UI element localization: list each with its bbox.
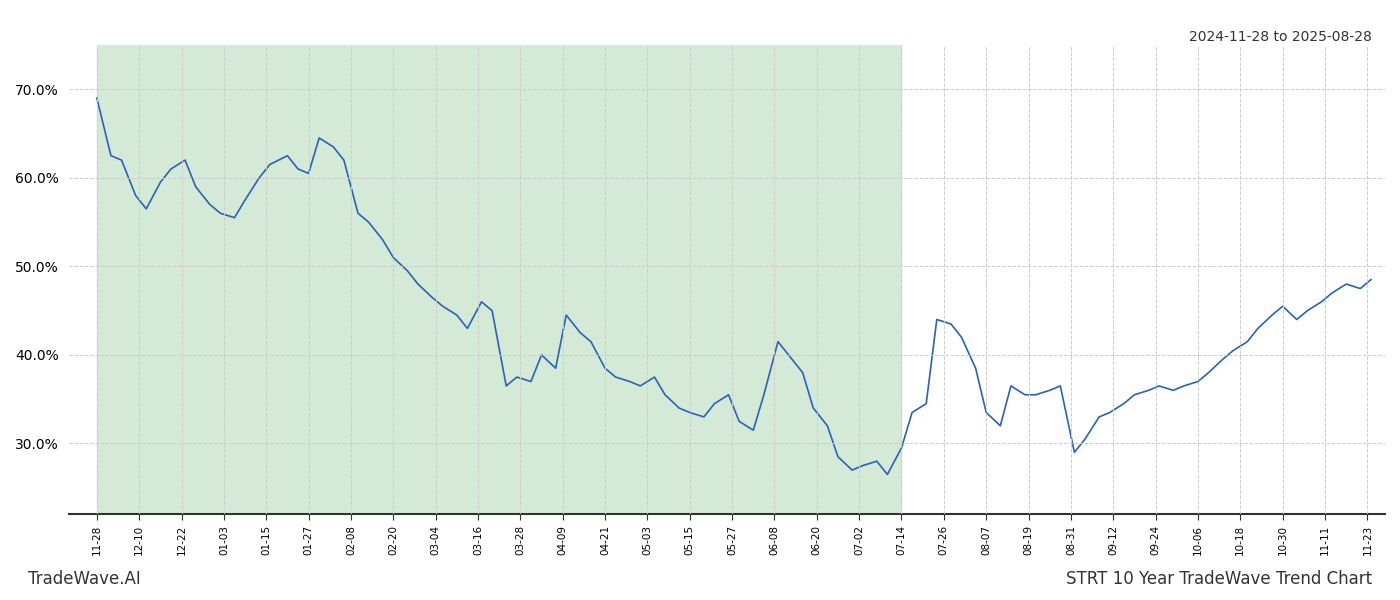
Text: STRT 10 Year TradeWave Trend Chart: STRT 10 Year TradeWave Trend Chart xyxy=(1065,570,1372,588)
Bar xyxy=(97,45,902,514)
Text: 2024-11-28 to 2025-08-28: 2024-11-28 to 2025-08-28 xyxy=(1189,30,1372,44)
Text: TradeWave.AI: TradeWave.AI xyxy=(28,570,141,588)
